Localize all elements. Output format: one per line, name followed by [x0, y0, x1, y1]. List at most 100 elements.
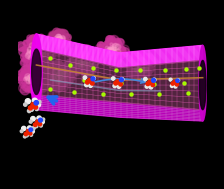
Circle shape — [145, 85, 149, 88]
Circle shape — [50, 80, 56, 86]
Circle shape — [54, 47, 61, 54]
Circle shape — [35, 76, 40, 81]
Circle shape — [96, 47, 105, 55]
Circle shape — [149, 85, 153, 89]
Circle shape — [105, 46, 109, 50]
Circle shape — [68, 49, 78, 58]
Circle shape — [138, 63, 142, 67]
Circle shape — [51, 74, 57, 81]
Circle shape — [114, 61, 118, 65]
Circle shape — [56, 82, 63, 89]
Circle shape — [74, 70, 80, 76]
Circle shape — [57, 30, 61, 34]
Circle shape — [65, 72, 74, 81]
Circle shape — [119, 82, 123, 86]
Circle shape — [34, 49, 40, 55]
Circle shape — [142, 63, 147, 68]
Circle shape — [41, 60, 47, 66]
Circle shape — [29, 38, 34, 42]
Circle shape — [58, 72, 63, 77]
Circle shape — [58, 71, 62, 74]
Circle shape — [22, 58, 26, 62]
Circle shape — [137, 63, 144, 70]
Circle shape — [115, 38, 121, 43]
Circle shape — [55, 81, 59, 86]
Circle shape — [100, 49, 109, 58]
Circle shape — [46, 76, 53, 84]
Circle shape — [38, 74, 47, 82]
Circle shape — [45, 40, 50, 44]
Circle shape — [144, 55, 153, 64]
Circle shape — [49, 33, 56, 40]
Circle shape — [58, 74, 60, 77]
Circle shape — [151, 83, 155, 87]
Circle shape — [129, 58, 135, 65]
Circle shape — [30, 53, 35, 57]
Circle shape — [17, 74, 23, 80]
Circle shape — [97, 50, 103, 56]
Circle shape — [41, 55, 44, 58]
Circle shape — [58, 44, 65, 50]
Circle shape — [144, 66, 149, 70]
Circle shape — [118, 39, 125, 46]
Circle shape — [82, 46, 91, 54]
Circle shape — [25, 88, 29, 92]
Circle shape — [46, 45, 53, 52]
Circle shape — [27, 49, 31, 53]
Circle shape — [16, 42, 25, 51]
Circle shape — [83, 56, 89, 62]
Circle shape — [46, 73, 51, 78]
Circle shape — [54, 68, 59, 73]
Circle shape — [22, 48, 28, 54]
Circle shape — [43, 38, 49, 43]
Circle shape — [24, 68, 30, 74]
Circle shape — [127, 65, 134, 71]
Circle shape — [78, 66, 84, 72]
Circle shape — [83, 59, 87, 64]
Circle shape — [112, 43, 117, 48]
Circle shape — [106, 53, 108, 56]
Circle shape — [28, 106, 32, 110]
Circle shape — [59, 33, 66, 40]
Circle shape — [111, 49, 114, 53]
Circle shape — [40, 47, 47, 53]
Circle shape — [35, 38, 41, 44]
Circle shape — [24, 40, 31, 48]
Circle shape — [22, 66, 30, 73]
Circle shape — [54, 29, 63, 38]
Circle shape — [22, 46, 28, 52]
Circle shape — [60, 34, 65, 39]
Circle shape — [82, 54, 86, 59]
Circle shape — [132, 58, 137, 64]
Circle shape — [58, 42, 67, 51]
Circle shape — [133, 65, 139, 71]
Circle shape — [102, 57, 109, 64]
Circle shape — [139, 63, 141, 66]
Circle shape — [29, 67, 37, 76]
Circle shape — [41, 60, 45, 64]
Circle shape — [54, 84, 62, 93]
Circle shape — [142, 53, 149, 60]
Circle shape — [143, 69, 150, 76]
Circle shape — [60, 47, 65, 53]
Circle shape — [61, 38, 65, 41]
Circle shape — [45, 67, 53, 74]
Circle shape — [42, 118, 45, 121]
Circle shape — [31, 79, 34, 81]
Circle shape — [139, 57, 144, 62]
Circle shape — [39, 60, 43, 64]
Circle shape — [61, 77, 64, 80]
Circle shape — [135, 74, 142, 81]
Circle shape — [72, 68, 80, 75]
Circle shape — [28, 86, 35, 92]
Circle shape — [39, 56, 41, 59]
Circle shape — [33, 34, 38, 39]
Circle shape — [112, 45, 116, 48]
Circle shape — [120, 45, 129, 54]
Circle shape — [62, 64, 68, 70]
Circle shape — [170, 84, 173, 87]
Circle shape — [83, 48, 91, 56]
Circle shape — [53, 60, 62, 69]
Circle shape — [85, 83, 88, 87]
Circle shape — [33, 71, 38, 76]
